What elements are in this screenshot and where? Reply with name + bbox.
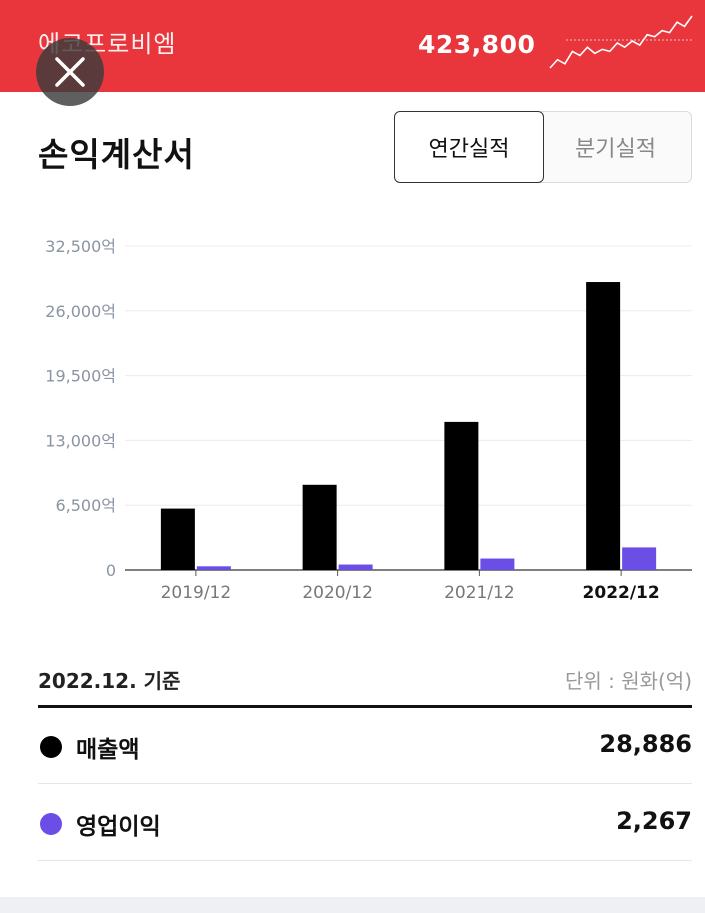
close-button[interactable] [36,38,104,106]
stock-price: 423,800 [418,30,536,59]
app-header: 에코프로비엠 423,800 [0,0,705,92]
price-sparkline [549,15,694,69]
bar-operating-profit [196,566,231,570]
bar-revenue [302,484,337,570]
bar-revenue [160,508,195,570]
y-tick-label: 26,000억 [45,302,116,321]
summary-header: 2022.12. 기준 단위 : 원화(억) [38,660,692,700]
row-value: 2,267 [616,807,692,835]
bar-revenue [586,282,621,570]
y-tick-label: 32,500억 [45,237,116,256]
divider [38,705,692,708]
summary-row-operating-profit: 영업이익 2,267 [38,785,692,861]
bar-operating-profit [622,547,657,570]
x-tick-label: 2022/12 [583,583,660,603]
tab-quarterly[interactable]: 분기실적 [540,111,692,183]
close-icon [55,57,85,87]
row-label: 매출액 [76,737,140,763]
y-tick-label: 19,500억 [45,367,116,386]
x-tick-label: 2021/12 [444,583,515,603]
page-title: 손익계산서 [38,135,195,174]
summary-row-revenue: 매출액 28,886 [38,708,692,784]
x-tick-label: 2019/12 [161,583,232,603]
y-tick-label: 6,500억 [55,496,116,515]
row-value: 28,886 [599,730,692,758]
bottom-strip [0,897,705,913]
row-label: 영업이익 [76,814,161,840]
period-toggle: 연간실적 분기실적 [394,111,692,183]
bar-operating-profit [480,558,515,570]
legend-dot-revenue [40,736,62,758]
income-bar-chart: 0 6,500억 13,000억 19,500억 26,000억 32,500억 2019/… [45,237,692,603]
x-tick-label: 2020/12 [302,583,373,603]
tab-annual[interactable]: 연간실적 [394,111,544,183]
unit-label: 단위 : 원화(억) [564,669,692,693]
legend-dot-operating-profit [40,813,62,835]
bar-operating-profit [338,564,373,570]
y-tick-label: 0 [106,561,116,580]
basis-date: 2022.12. 기준 [38,669,181,693]
bar-revenue [444,421,479,570]
y-tick-label: 13,000억 [45,431,116,450]
